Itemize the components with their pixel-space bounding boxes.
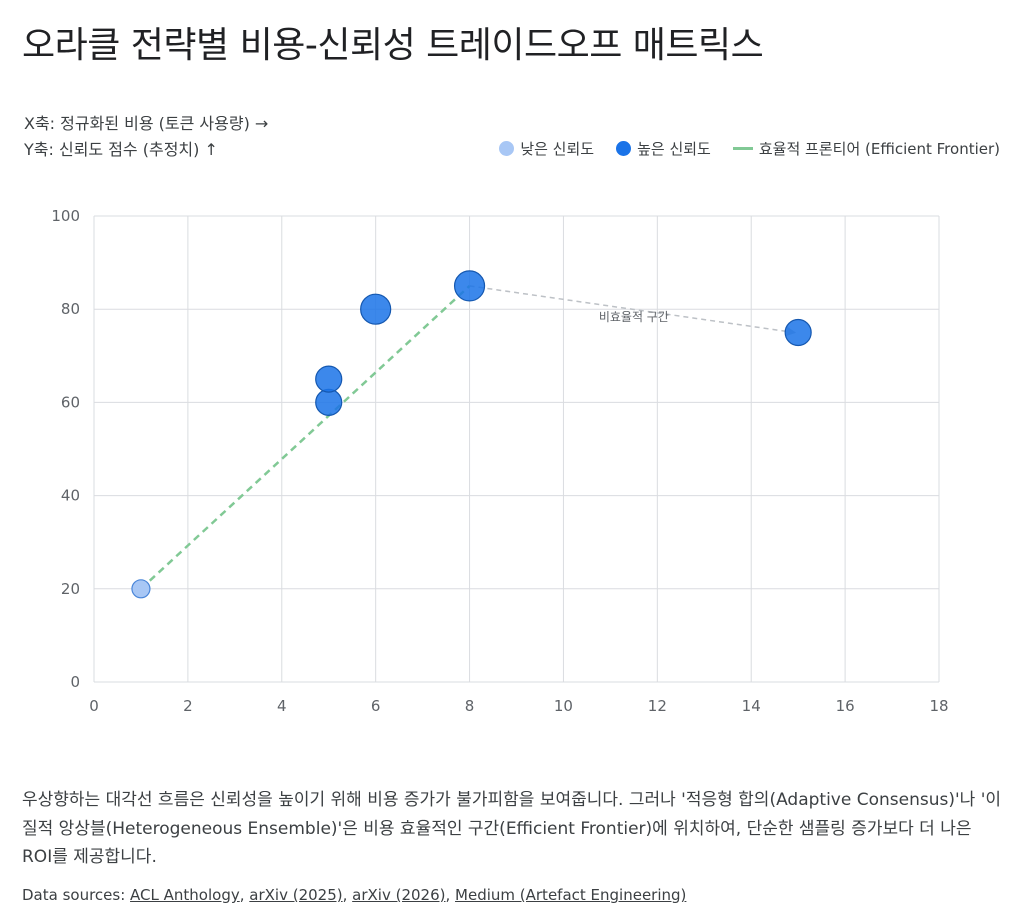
source-link-medium[interactable]: Medium (Artefact Engineering) bbox=[455, 886, 687, 904]
x-tick-label: 0 bbox=[89, 697, 99, 715]
data-point-high bbox=[784, 318, 812, 347]
x-tick-label: 6 bbox=[371, 697, 381, 715]
y-tick-label: 100 bbox=[51, 207, 80, 225]
data-point-high bbox=[453, 270, 486, 302]
data-points bbox=[131, 270, 812, 599]
inefficient-zone-annotation: 비효율적 구간 bbox=[599, 310, 669, 324]
grid bbox=[93, 215, 940, 683]
data-sources: Data sources: ACL Anthology, arXiv (2025… bbox=[22, 886, 687, 904]
legend-item-frontier[interactable]: 효율적 프론티어 (Efficient Frontier) bbox=[732, 138, 1000, 159]
y-tick-label: 40 bbox=[61, 487, 80, 505]
scatter-chart: 0 2 4 6 8 10 12 14 16 18 0 20 40 60 80 100 비효율적 구간 bbox=[51, 207, 948, 715]
data-point-high bbox=[315, 365, 343, 393]
x-tick-label: 2 bbox=[183, 697, 193, 715]
x-tick-label: 12 bbox=[648, 697, 667, 715]
x-tick-label: 18 bbox=[929, 697, 948, 715]
y-axis-description: Y축: 신뢰도 점수 (추정치) ↑ bbox=[24, 140, 218, 159]
y-tick-label: 20 bbox=[61, 580, 80, 598]
tick-labels: 0 2 4 6 8 10 12 14 16 18 0 20 40 60 80 100 비효율적 구간 bbox=[51, 207, 948, 715]
source-link-acl[interactable]: ACL Anthology bbox=[130, 886, 240, 904]
x-tick-label: 16 bbox=[836, 697, 855, 715]
legend-label-high: 높은 신뢰도 bbox=[637, 140, 711, 158]
y-tick-label: 80 bbox=[61, 300, 80, 318]
series-lines bbox=[140, 284, 797, 590]
data-point-high bbox=[315, 388, 343, 416]
data-point-low bbox=[131, 579, 151, 599]
legend-label-low: 낮은 신뢰도 bbox=[520, 140, 595, 158]
source-link-arxiv-2026[interactable]: arXiv (2026) bbox=[352, 886, 446, 904]
x-axis-description: X축: 정규화된 비용 (토큰 사용량) → bbox=[24, 114, 269, 133]
legend-swatch-low bbox=[499, 141, 515, 156]
x-tick-label: 4 bbox=[277, 697, 287, 715]
inefficient-zone-line bbox=[469, 285, 797, 337]
y-tick-label: 60 bbox=[61, 393, 80, 411]
y-tick-label: 0 bbox=[70, 673, 80, 691]
chart-legend: 낮은 신뢰도 높은 신뢰도 효율적 프론티어 (Efficient Fronti… bbox=[499, 138, 1000, 159]
legend-item-low[interactable]: 낮은 신뢰도 bbox=[499, 138, 594, 159]
legend-swatch-frontier bbox=[732, 147, 753, 150]
legend-swatch-high bbox=[616, 141, 632, 156]
sources-prefix: Data sources: bbox=[22, 886, 131, 904]
data-point-high bbox=[360, 293, 392, 325]
page-title: 오라클 전략별 비용-신뢰성 트레이드오프 매트릭스 bbox=[22, 25, 764, 66]
x-tick-label: 10 bbox=[554, 697, 573, 715]
x-tick-label: 8 bbox=[465, 697, 475, 715]
x-tick-label: 14 bbox=[742, 697, 761, 715]
chart-description: 우상향하는 대각선 흐름은 신뢰성을 높이기 위해 비용 증가가 불가피함을 보… bbox=[22, 790, 1002, 867]
efficient-frontier-line bbox=[140, 284, 471, 590]
legend-item-high[interactable]: 높은 신뢰도 bbox=[616, 138, 711, 159]
legend-label-frontier: 효율적 프론티어 (Efficient Frontier) bbox=[758, 140, 1000, 158]
source-link-arxiv-2025[interactable]: arXiv (2025) bbox=[249, 886, 343, 904]
